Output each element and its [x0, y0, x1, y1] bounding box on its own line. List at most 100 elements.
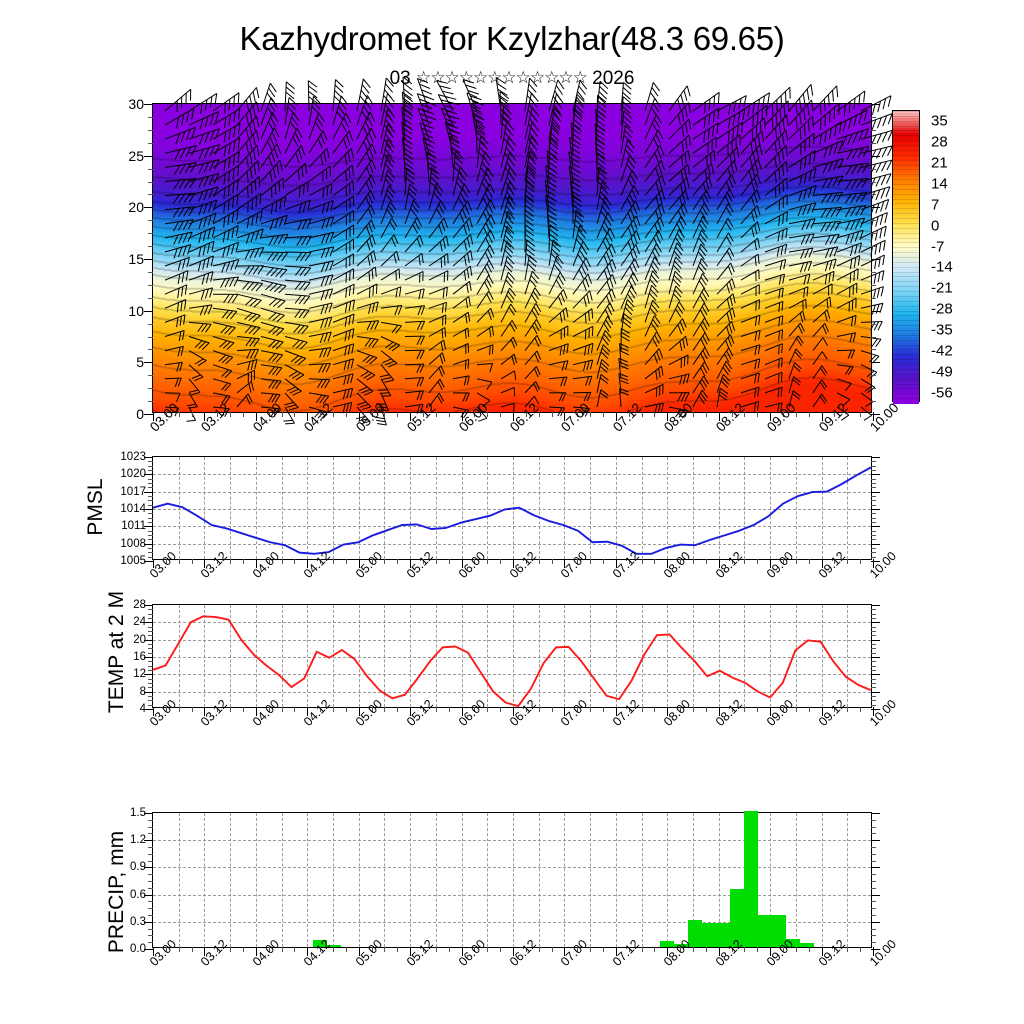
x-tick-minor — [705, 412, 707, 417]
wind-barb — [332, 210, 355, 226]
colorbar-segment — [893, 196, 919, 200]
y-tick-minor — [871, 665, 876, 667]
wind-barb — [356, 250, 377, 267]
x-tick-major — [153, 412, 154, 421]
y-tick-minor — [871, 670, 876, 671]
wind-barb — [500, 225, 515, 253]
colorbar-segment — [893, 213, 919, 218]
x-tick-minor — [487, 707, 489, 712]
wind-barb — [356, 219, 376, 239]
wind-barbs-layer — [153, 76, 893, 426]
colorbar-segment — [893, 332, 919, 336]
temp-axes: 4 8 12 16 20 24 28 03.00 03.12 04.00 04.12 05.00 05.… — [133, 599, 899, 729]
wind-barb — [740, 344, 761, 356]
wind-barb — [452, 183, 471, 210]
colorbar-segment — [893, 322, 919, 326]
x-tick-minor — [333, 559, 334, 564]
wind-barb — [188, 144, 221, 160]
wind-barb — [212, 165, 240, 185]
colorbar-segment — [893, 364, 919, 369]
x-tick-major — [873, 412, 874, 421]
wind-barb — [788, 298, 807, 311]
wind-barb — [164, 178, 197, 190]
wind-barb — [380, 185, 396, 210]
y-tick-minor — [148, 700, 153, 702]
x-tick-minor — [551, 412, 553, 417]
wind-barb — [572, 391, 592, 402]
wind-barb — [524, 395, 540, 408]
colorbar-segment — [893, 276, 919, 281]
wind-barb — [380, 108, 396, 140]
y-tick-minor — [871, 375, 876, 377]
colorbar-segment — [893, 327, 919, 331]
x-tick-minor — [281, 412, 283, 417]
wind-barb — [668, 134, 691, 154]
wind-barb — [188, 271, 214, 285]
colorbar-segment — [893, 169, 919, 174]
subtitle-day: 03 — [389, 68, 411, 89]
subtitle-month-glyphs: ☆☆☆☆☆☆☆☆☆☆☆☆ — [415, 68, 588, 87]
x-tick-minor — [230, 412, 232, 417]
y-tick-minor — [871, 833, 876, 835]
wind-barb — [620, 124, 634, 154]
wind-barb — [692, 163, 714, 182]
x-tick-minor — [795, 412, 797, 417]
wind-barb — [476, 344, 494, 356]
colorbar-label: 21 — [931, 154, 948, 172]
wind-barb — [740, 158, 762, 182]
y-axis-label: 12 — [133, 668, 146, 681]
wind-barb — [404, 199, 420, 224]
x-tick-minor — [487, 412, 489, 417]
wind-barb — [260, 214, 288, 230]
temp-panel: 4 8 12 16 20 24 28 03.00 03.12 04.00 04.12 05.00 05.… — [133, 599, 899, 729]
colorbar-segment — [893, 300, 919, 305]
wind-barb — [740, 221, 761, 239]
wind-barb — [164, 345, 184, 357]
wind-barb — [618, 357, 629, 379]
wind-barb — [619, 388, 629, 408]
x-tick-minor — [281, 947, 283, 952]
wind-barb — [620, 185, 640, 210]
wind-barb — [308, 112, 325, 140]
wind-barb — [644, 384, 664, 398]
wind-barb — [428, 253, 449, 268]
x-axis-label: 08.00 — [661, 696, 694, 729]
x-tick-major — [204, 412, 206, 421]
wind-barb — [764, 386, 783, 398]
wind-barb — [308, 288, 334, 301]
x-tick-minor — [795, 947, 797, 952]
y-tick-minor — [148, 470, 153, 471]
x-tick-minor — [500, 412, 502, 417]
y-tick-major — [871, 414, 880, 415]
y-tick-minor — [871, 478, 876, 480]
wind-barb — [740, 237, 760, 253]
wind-barb — [692, 150, 716, 168]
wind-barb — [788, 376, 802, 394]
wind-barb — [356, 234, 376, 253]
colorbar-segment — [893, 283, 919, 287]
y-axis-label: 5 — [136, 354, 144, 371]
wind-barb — [836, 364, 854, 376]
wind-barb — [692, 258, 708, 281]
wind-barb — [428, 217, 448, 239]
wind-barb — [668, 285, 683, 309]
wind-barb — [212, 336, 235, 350]
wind-barb — [692, 136, 717, 154]
x-tick-minor — [333, 707, 334, 712]
wind-barb — [668, 270, 683, 295]
wind-barb — [764, 86, 791, 116]
wind-barb — [260, 143, 282, 168]
y-tick-major — [144, 155, 153, 157]
y-tick-minor — [148, 465, 153, 467]
temp-axis-title: TEMP at 2 M — [105, 590, 128, 714]
y-tick-minor — [871, 908, 876, 910]
wind-barb — [692, 176, 713, 196]
wind-barb — [548, 307, 569, 323]
wind-barb — [212, 193, 239, 214]
wind-barb — [308, 378, 331, 389]
colorbar-segment — [893, 354, 919, 359]
wind-barb — [740, 253, 760, 267]
x-tick-minor — [230, 707, 232, 712]
y-tick-major — [871, 526, 880, 528]
wind-barb — [596, 329, 612, 351]
